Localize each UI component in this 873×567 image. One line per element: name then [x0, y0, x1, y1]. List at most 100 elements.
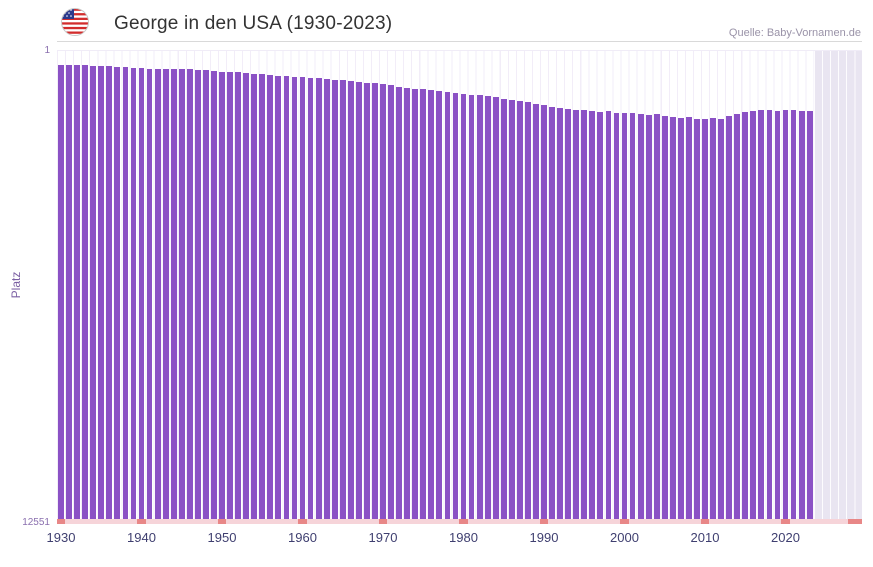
bar[interactable]: [82, 64, 89, 519]
axis-decade-mark: [781, 519, 790, 524]
bar[interactable]: [323, 79, 330, 519]
bar[interactable]: [484, 96, 491, 519]
bar[interactable]: [186, 69, 193, 519]
bar[interactable]: [452, 93, 459, 519]
bar[interactable]: [589, 111, 596, 519]
bar[interactable]: [702, 119, 708, 519]
bar[interactable]: [243, 72, 250, 519]
bar[interactable]: [299, 77, 306, 519]
bar[interactable]: [388, 85, 394, 519]
bar[interactable]: [138, 68, 145, 519]
bar[interactable]: [742, 111, 749, 519]
bar[interactable]: [565, 109, 572, 519]
bar[interactable]: [669, 116, 676, 519]
bar[interactable]: [307, 77, 314, 519]
bar[interactable]: [766, 110, 773, 519]
bar[interactable]: [597, 112, 604, 519]
bar[interactable]: [74, 64, 80, 519]
bar[interactable]: [790, 110, 797, 519]
bar[interactable]: [629, 112, 636, 519]
bar[interactable]: [106, 66, 113, 519]
bar[interactable]: [211, 70, 217, 519]
bar[interactable]: [235, 72, 241, 519]
bar[interactable]: [460, 93, 467, 519]
bar[interactable]: [581, 109, 588, 519]
bar[interactable]: [420, 89, 427, 519]
bar[interactable]: [718, 118, 724, 519]
bar[interactable]: [170, 69, 177, 519]
bar[interactable]: [798, 110, 805, 519]
bar[interactable]: [404, 87, 411, 519]
bar[interactable]: [573, 110, 580, 519]
bar[interactable]: [645, 115, 652, 519]
bar[interactable]: [549, 106, 555, 519]
bar[interactable]: [774, 110, 781, 519]
bar[interactable]: [178, 69, 185, 519]
bar[interactable]: [122, 67, 129, 519]
bar[interactable]: [557, 108, 563, 519]
bar[interactable]: [750, 111, 757, 519]
bar[interactable]: [758, 110, 765, 519]
x-tick-label: 1960: [288, 530, 317, 545]
bar[interactable]: [146, 69, 153, 519]
bar[interactable]: [412, 88, 419, 519]
bar[interactable]: [130, 68, 137, 519]
bar[interactable]: [380, 84, 386, 519]
bar[interactable]: [291, 76, 298, 519]
bar[interactable]: [605, 111, 612, 519]
bar[interactable]: [98, 66, 105, 519]
bar[interactable]: [283, 76, 290, 519]
bar[interactable]: [428, 90, 435, 519]
bar[interactable]: [637, 114, 644, 519]
bar[interactable]: [694, 118, 700, 519]
bar[interactable]: [203, 69, 209, 519]
bar[interactable]: [677, 117, 684, 519]
bar[interactable]: [194, 69, 201, 519]
bar[interactable]: [114, 67, 121, 519]
bar[interactable]: [90, 66, 97, 519]
bar[interactable]: [372, 83, 378, 519]
axis-decade-mark: [539, 519, 549, 524]
bar[interactable]: [541, 105, 547, 519]
bar[interactable]: [500, 98, 507, 519]
bar[interactable]: [525, 102, 531, 519]
y-tick-max: 1: [44, 45, 50, 56]
bar[interactable]: [710, 118, 716, 519]
bar[interactable]: [58, 64, 64, 519]
bar[interactable]: [468, 94, 475, 519]
bar[interactable]: [782, 109, 789, 519]
bar[interactable]: [508, 99, 515, 519]
bar[interactable]: [227, 72, 233, 519]
bar[interactable]: [355, 81, 362, 519]
x-tick-label: 2010: [690, 530, 720, 545]
bar[interactable]: [661, 115, 668, 519]
bar[interactable]: [686, 117, 692, 519]
bar[interactable]: [476, 94, 483, 519]
bar[interactable]: [396, 87, 402, 519]
bar[interactable]: [331, 79, 338, 519]
bar[interactable]: [347, 81, 354, 519]
bar[interactable]: [364, 82, 370, 519]
bar[interactable]: [613, 112, 620, 519]
bar[interactable]: [267, 74, 274, 519]
bar[interactable]: [275, 75, 282, 519]
bar[interactable]: [162, 69, 169, 519]
bar[interactable]: [734, 114, 741, 519]
bar[interactable]: [516, 101, 523, 519]
bar[interactable]: [533, 103, 539, 519]
bar[interactable]: [444, 92, 451, 519]
bar[interactable]: [251, 73, 258, 519]
page-title: George in den USA (1930-2023): [114, 13, 393, 34]
bar[interactable]: [653, 114, 660, 519]
bar[interactable]: [806, 111, 813, 519]
bar[interactable]: [66, 64, 72, 519]
bar[interactable]: [259, 74, 266, 519]
bar[interactable]: [726, 116, 733, 519]
bar[interactable]: [219, 71, 225, 519]
bar[interactable]: [436, 91, 443, 519]
bar[interactable]: [315, 78, 322, 519]
bar[interactable]: [492, 97, 499, 519]
bar[interactable]: [154, 69, 161, 519]
bar[interactable]: [339, 80, 346, 519]
bar[interactable]: [621, 113, 628, 519]
